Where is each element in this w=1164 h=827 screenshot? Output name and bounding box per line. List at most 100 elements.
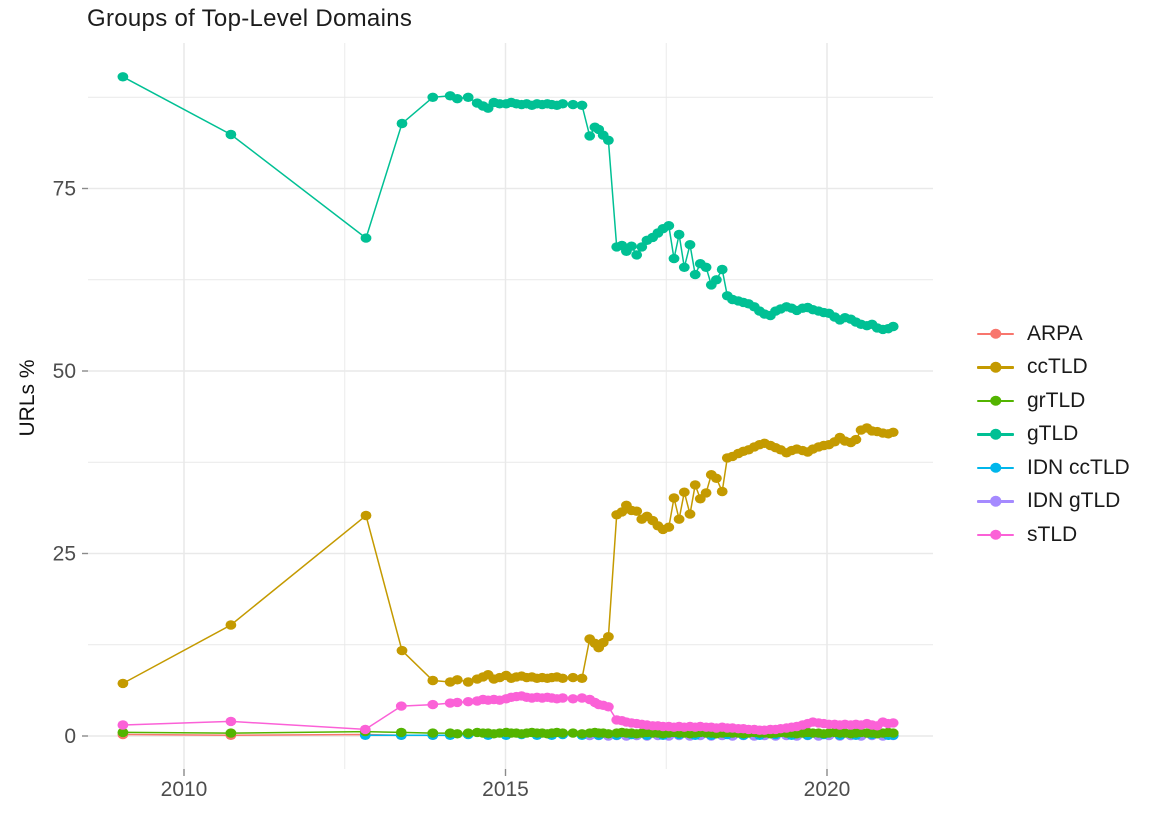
- data-point: [887, 728, 899, 738]
- data-point: [887, 718, 899, 728]
- y-tick-label: 50: [53, 360, 76, 383]
- legend-item-cctld: ccTLD: [977, 351, 1130, 385]
- data-point: [603, 632, 614, 642]
- data-point: [887, 321, 899, 332]
- data-point: [689, 480, 701, 490]
- data-point: [603, 702, 614, 712]
- data-point: [668, 493, 680, 503]
- data-point: [673, 229, 685, 240]
- legend-label: sTLD: [1027, 522, 1078, 546]
- data-point: [716, 264, 728, 275]
- data-point: [360, 233, 372, 243]
- data-point: [451, 94, 463, 104]
- legend-item-idn-cctld: IDN ccTLD: [977, 451, 1130, 485]
- data-point: [584, 131, 596, 141]
- data-point: [684, 240, 696, 250]
- legend-key-icon: [977, 460, 1014, 475]
- legend-item-idn-gtld: IDN gTLD: [977, 485, 1130, 519]
- data-point: [427, 728, 439, 738]
- data-point: [576, 100, 588, 111]
- data-point: [225, 620, 237, 630]
- data-point: [567, 728, 579, 738]
- data-point: [700, 488, 712, 498]
- legend-item-grtld: grTLD: [977, 384, 1130, 418]
- data-point: [887, 427, 899, 437]
- legend-label: IDN gTLD: [1027, 489, 1121, 513]
- data-point: [678, 262, 690, 272]
- data-point: [117, 720, 129, 730]
- data-point: [673, 514, 685, 524]
- legend: ARPA ccTLD grTLD gTLD IDN ccTLD IDN gTLD sTLD: [977, 317, 1130, 552]
- legend-key-icon: [977, 393, 1014, 408]
- data-point: [225, 716, 237, 727]
- y-tick-label: 0: [64, 725, 76, 748]
- legend-label: IDN ccTLD: [1027, 455, 1130, 479]
- data-point: [663, 221, 675, 231]
- data-point: [359, 724, 371, 735]
- data-point: [636, 242, 648, 252]
- data-point: [225, 129, 237, 140]
- data-point: [711, 275, 722, 285]
- legend-item-stld: sTLD: [977, 518, 1130, 552]
- data-point: [451, 675, 463, 685]
- data-point: [684, 509, 696, 519]
- legend-key-icon: [977, 494, 1014, 509]
- legend-key-icon: [977, 427, 1014, 442]
- data-point: [850, 434, 862, 445]
- gridlines: [88, 43, 933, 769]
- data-point: [557, 693, 569, 703]
- data-point: [663, 522, 675, 532]
- data-point: [427, 92, 439, 103]
- data-point: [557, 99, 569, 109]
- data-point: [576, 673, 588, 683]
- data-point: [225, 728, 237, 738]
- data-point: [396, 645, 408, 656]
- data-point: [716, 486, 728, 497]
- legend-label: grTLD: [1027, 388, 1086, 412]
- data-point: [603, 729, 614, 739]
- legend-item-arpa: ARPA: [977, 317, 1130, 351]
- data-point: [451, 729, 463, 739]
- data-point: [451, 697, 463, 708]
- chart-title: Groups of Top-Level Domains: [87, 5, 413, 32]
- data-point: [668, 253, 680, 264]
- data-point: [678, 487, 690, 497]
- data-point: [395, 701, 407, 711]
- x-tick-label: 2010: [161, 778, 208, 801]
- data-point: [689, 269, 701, 280]
- series-gtld: [117, 72, 899, 335]
- data-point: [117, 678, 129, 689]
- data-point: [462, 677, 474, 687]
- data-point: [462, 728, 474, 738]
- data-point: [626, 241, 637, 251]
- axes: 2010 2015 2020 0 25 50 75: [53, 178, 851, 802]
- data-point: [360, 510, 372, 521]
- data-point: [567, 99, 579, 110]
- series-line: [122, 76, 894, 331]
- data-point: [557, 673, 569, 683]
- legend-key-icon: [977, 326, 1014, 341]
- legend-label: gTLD: [1027, 422, 1079, 446]
- data-point: [603, 135, 614, 145]
- data-point: [700, 262, 712, 272]
- series-stld: [117, 691, 899, 735]
- x-tick-label: 2020: [804, 778, 851, 801]
- y-tick-label: 25: [53, 543, 76, 566]
- data-point: [427, 675, 439, 686]
- data-point: [117, 72, 129, 82]
- data-point: [711, 473, 722, 483]
- data-point: [567, 694, 579, 704]
- data-point: [427, 699, 439, 710]
- data-point: [117, 727, 129, 738]
- data-point: [462, 92, 474, 103]
- legend-key-icon: [977, 360, 1014, 375]
- data-point: [567, 672, 579, 683]
- data-point: [631, 250, 643, 260]
- legend-label: ccTLD: [1027, 355, 1088, 379]
- legend-key-icon: [977, 527, 1014, 542]
- legend-label: ARPA: [1027, 321, 1083, 345]
- x-tick-label: 2015: [482, 778, 529, 801]
- data-point: [396, 118, 408, 129]
- data-point: [462, 697, 474, 707]
